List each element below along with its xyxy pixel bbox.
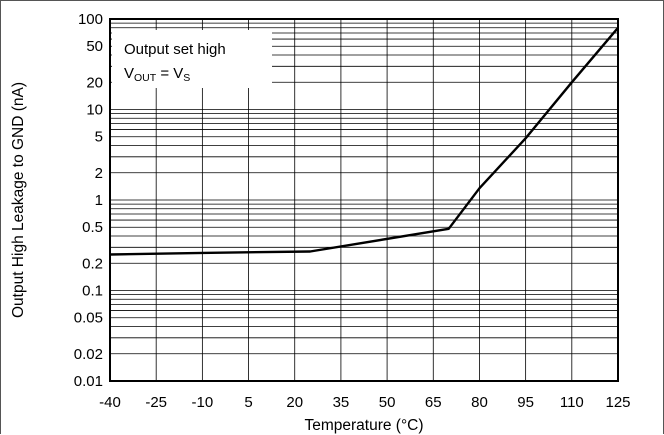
plot-area-border — [109, 18, 619, 382]
x-tick-label: 65 — [425, 394, 442, 411]
y-tick-label: 0.05 — [74, 310, 103, 327]
x-tick-label: 95 — [517, 394, 534, 411]
x-tick-label: 80 — [471, 394, 488, 411]
x-axis-title: Temperature (°C) — [304, 417, 423, 434]
x-tick-label: 110 — [560, 394, 584, 411]
annotation-v: V — [124, 65, 134, 82]
y-tick-label: 0.01 — [74, 373, 103, 390]
y-tick-label: 20 — [86, 74, 103, 91]
y-tick-label: 0.5 — [82, 219, 103, 236]
series-group — [109, 27, 619, 256]
annotation-out-subscript: OUT — [134, 72, 157, 84]
y-tick-label: 0.1 — [82, 283, 103, 300]
y-axis-title: Output High Leakage to GND (nA) — [10, 82, 27, 318]
annotation-s-subscript: S — [183, 72, 190, 84]
y-tick-label: 5 — [95, 129, 103, 146]
x-tick-label: 20 — [286, 394, 303, 411]
x-tick-label: -10 — [192, 394, 214, 411]
y-tick-label: 2 — [95, 165, 103, 182]
annotation-background — [112, 30, 272, 88]
annotation: Output set high VOUT = VS — [112, 30, 272, 88]
y-tick-label: 1 — [95, 192, 103, 209]
x-tick-label: -40 — [99, 394, 121, 411]
x-tick-label: 35 — [333, 394, 350, 411]
y-tick-labels: 100 50 20 10 5 2 1 0.5 0.2 0.1 0.05 0.02 0.01 — [74, 11, 103, 390]
x-tick-label: -25 — [145, 394, 167, 411]
x-tick-label: 50 — [379, 394, 396, 411]
y-tick-label: 0.02 — [74, 346, 103, 363]
annotation-equals: = V — [156, 65, 183, 82]
annotation-line-2: VOUT = VS — [124, 65, 190, 84]
annotation-line-1: Output set high — [124, 41, 226, 58]
x-tick-label: 5 — [244, 394, 252, 411]
x-tick-labels: -40 -25 -10 5 20 35 50 65 80 95 110 125 — [99, 394, 630, 411]
y-tick-label: 0.2 — [82, 255, 103, 272]
y-tick-label: 50 — [86, 38, 103, 55]
y-tick-label: 100 — [78, 11, 103, 28]
series-line — [109, 27, 619, 256]
x-tick-label: 125 — [605, 394, 630, 411]
y-tick-label: 10 — [86, 102, 103, 119]
